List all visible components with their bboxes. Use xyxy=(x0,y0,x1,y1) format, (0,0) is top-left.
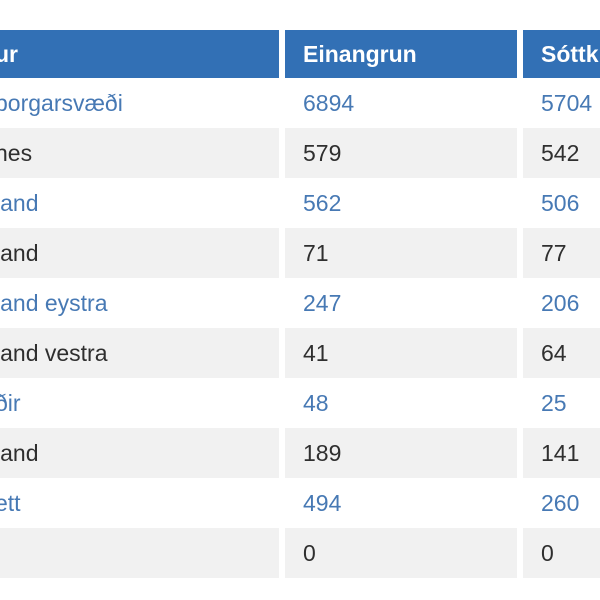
region-cell: land vestra xyxy=(0,328,279,378)
column-header-sottkvi-label: Sóttk xyxy=(541,40,599,67)
region-value: land eystra xyxy=(0,289,108,316)
einangrun-cell: 562 xyxy=(279,178,517,228)
table-row: ðir 48 25 xyxy=(0,378,600,428)
einangrun-value: 0 xyxy=(303,539,316,566)
einangrun-cell: 494 xyxy=(279,478,517,528)
region-cell: nes xyxy=(0,128,279,178)
sottkvi-cell: 0 xyxy=(517,528,600,578)
einangrun-cell: 247 xyxy=(279,278,517,328)
sottkvi-cell: 25 xyxy=(517,378,600,428)
einangrun-value: 562 xyxy=(303,189,342,216)
region-value: land xyxy=(0,239,39,266)
einangrun-cell: 189 xyxy=(279,428,517,478)
region-value: nes xyxy=(0,139,33,166)
einangrun-value: 247 xyxy=(303,289,342,316)
einangrun-cell: 6894 xyxy=(279,78,517,128)
column-header-region: ur xyxy=(0,30,279,78)
table-row: land vestra 41 64 xyxy=(0,328,600,378)
sottkvi-cell: 77 xyxy=(517,228,600,278)
region-cell: land xyxy=(0,428,279,478)
region-value: ett xyxy=(0,489,21,516)
region-cell: borgarsvæði xyxy=(0,78,279,128)
region-cell: land xyxy=(0,178,279,228)
column-header-region-label: ur xyxy=(0,40,18,67)
table-row: borgarsvæði 6894 5704 xyxy=(0,78,600,128)
regions-table: ur Einangrun Sóttk borgarsvæði 6894 5704 ne… xyxy=(0,30,600,578)
einangrun-value: 41 xyxy=(303,339,329,366)
einangrun-value: 71 xyxy=(303,239,329,266)
sottkvi-cell: 5704 xyxy=(517,78,600,128)
table-row: land 189 141 xyxy=(0,428,600,478)
sottkvi-cell: 506 xyxy=(517,178,600,228)
sottkvi-cell: 260 xyxy=(517,478,600,528)
sottkvi-value: 0 xyxy=(541,539,554,566)
region-cell: land xyxy=(0,228,279,278)
einangrun-cell: 579 xyxy=(279,128,517,178)
sottkvi-value: 77 xyxy=(541,239,567,266)
sottkvi-cell: 542 xyxy=(517,128,600,178)
table-header-row: ur Einangrun Sóttk xyxy=(0,30,600,78)
region-value: borgarsvæði xyxy=(0,89,123,116)
region-value: ðir xyxy=(0,389,21,416)
region-cell xyxy=(0,528,279,578)
einangrun-cell: 71 xyxy=(279,228,517,278)
column-header-einangrun-label: Einangrun xyxy=(303,40,417,67)
sottkvi-cell: 206 xyxy=(517,278,600,328)
sottkvi-value: 25 xyxy=(541,389,567,416)
region-value: land xyxy=(0,189,39,216)
sottkvi-value: 542 xyxy=(541,139,580,166)
table-body: borgarsvæði68945704nes579542land562506la… xyxy=(0,78,600,578)
column-header-einangrun: Einangrun xyxy=(279,30,517,78)
table-row: land eystra 247 206 xyxy=(0,278,600,328)
einangrun-value: 48 xyxy=(303,389,329,416)
table-row: nes 579 542 xyxy=(0,128,600,178)
region-value: land xyxy=(0,439,39,466)
region-cell: ðir xyxy=(0,378,279,428)
region-cell: ett xyxy=(0,478,279,528)
einangrun-value: 189 xyxy=(303,439,342,466)
column-header-sottkvi: Sóttk xyxy=(517,30,600,78)
sottkvi-value: 260 xyxy=(541,489,580,516)
sottkvi-value: 5704 xyxy=(541,89,593,116)
sottkvi-value: 141 xyxy=(541,439,580,466)
einangrun-cell: 48 xyxy=(279,378,517,428)
sottkvi-cell: 64 xyxy=(517,328,600,378)
einangrun-cell: 41 xyxy=(279,328,517,378)
einangrun-value: 579 xyxy=(303,139,342,166)
einangrun-value: 6894 xyxy=(303,89,355,116)
einangrun-cell: 0 xyxy=(279,528,517,578)
sottkvi-value: 206 xyxy=(541,289,580,316)
sottkvi-value: 506 xyxy=(541,189,580,216)
table-row: land 71 77 xyxy=(0,228,600,278)
einangrun-value: 494 xyxy=(303,489,342,516)
sottkvi-value: 64 xyxy=(541,339,567,366)
region-value: land vestra xyxy=(0,339,108,366)
table-row: land 562 506 xyxy=(0,178,600,228)
region-cell: land eystra xyxy=(0,278,279,328)
sottkvi-cell: 141 xyxy=(517,428,600,478)
table-row: ett 494 260 xyxy=(0,478,600,528)
